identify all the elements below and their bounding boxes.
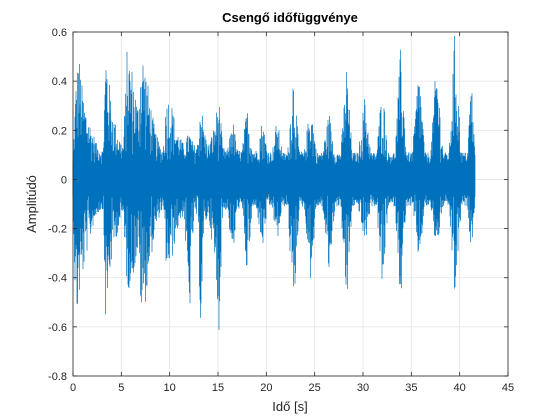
x-tick-label: 20 — [260, 382, 272, 394]
y-tick-label: 0 — [61, 174, 67, 186]
y-tick-label: -0.4 — [48, 273, 67, 285]
x-tick-label: 10 — [164, 382, 176, 394]
y-tick-label: -0.6 — [48, 322, 67, 334]
y-tick-label: -0.8 — [48, 371, 67, 383]
x-tick-label: 5 — [118, 382, 124, 394]
x-tick-label: 0 — [70, 382, 76, 394]
x-tick-label: 40 — [454, 382, 466, 394]
x-tick-label: 30 — [357, 382, 369, 394]
y-tick-label: 0.4 — [52, 76, 67, 88]
y-tick-label: -0.2 — [48, 224, 67, 236]
x-tick-label: 25 — [309, 382, 321, 394]
x-tick-label: 35 — [405, 382, 417, 394]
y-tick-label: 0.6 — [52, 27, 67, 39]
x-axis-label: Idő [s] — [272, 399, 307, 414]
chart-title: Csengő időfüggvénye — [222, 10, 358, 25]
x-tick-label: 15 — [212, 382, 224, 394]
y-axis-label: Amplitúdó — [24, 175, 39, 233]
y-tick-label: 0.2 — [52, 125, 67, 137]
x-tick-label: 45 — [502, 382, 514, 394]
